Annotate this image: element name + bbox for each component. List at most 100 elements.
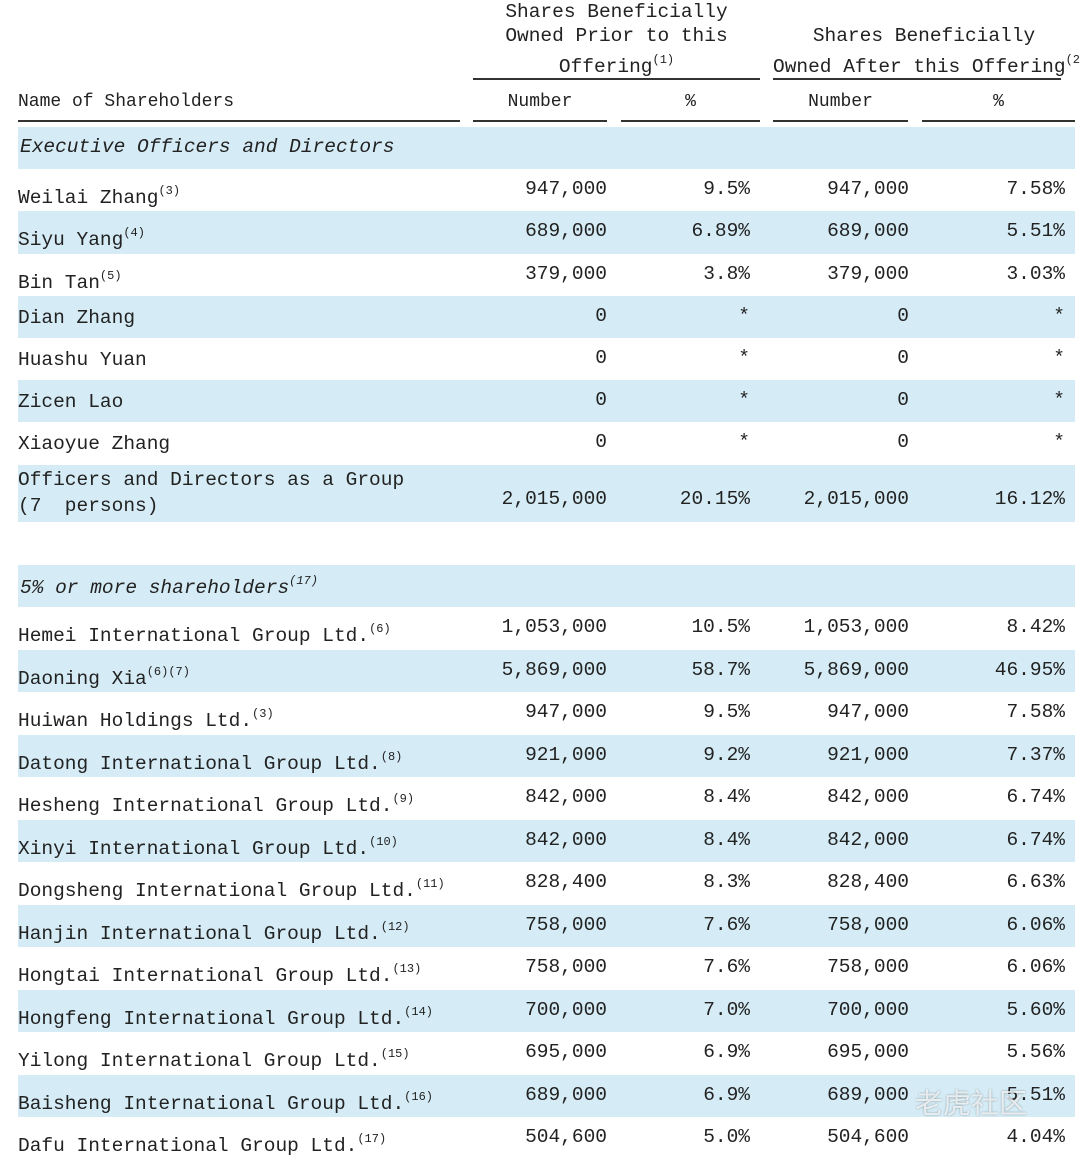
- footnote: (3): [252, 707, 274, 722]
- shareholder-name: Huiwan Holdings Ltd.(3): [18, 701, 274, 734]
- shareholder-name: Daoning Xia(6)(7): [18, 659, 190, 692]
- cell-value: 0: [595, 431, 607, 454]
- section-title: 5% or more shareholders(17): [20, 574, 318, 599]
- cell-value: 695,000: [827, 1041, 909, 1064]
- shareholder-name: Hongfeng International Group Ltd.(14): [18, 999, 433, 1032]
- shareholder-name: Dian Zhang: [18, 305, 135, 331]
- footnote: (6): [369, 622, 391, 637]
- shareholder-name: Zicen Lao: [18, 389, 123, 415]
- table-row: Zicen Lao 0 * 0 *: [18, 380, 1075, 423]
- group-header: Shares Beneficially Owned After this Offe…: [773, 24, 1080, 79]
- table-row: Huashu Yuan 0 * 0 *: [18, 338, 1075, 380]
- table-row: Baisheng International Group Ltd.(16) 689…: [18, 1074, 1075, 1118]
- cell-value: *: [1053, 389, 1065, 412]
- rule: [473, 78, 760, 80]
- header-text: Owned Prior to this: [505, 25, 728, 47]
- footnote: (14): [404, 1004, 433, 1019]
- name-text: Huiwan Holdings Ltd.: [18, 710, 253, 733]
- cell-value: 2,015,000: [501, 487, 607, 510]
- name-text: Hemei International Group Ltd.: [18, 625, 370, 648]
- table-row: Huiwan Holdings Ltd.(3) 947,000 9.5% 947,00…: [18, 692, 1075, 735]
- name-text: Xinyi International Group Ltd.: [18, 837, 370, 860]
- cell-value: 5,869,000: [501, 658, 607, 681]
- footnote: (3): [158, 184, 181, 199]
- cell-value: 947,000: [827, 178, 909, 201]
- name-text: Siyu Yang: [18, 229, 124, 252]
- cell-value: 1,053,000: [803, 616, 909, 639]
- cell-value: 842,000: [525, 828, 607, 851]
- cell-value: 10.5%: [691, 616, 750, 639]
- name-text: Bin Tan: [18, 271, 100, 294]
- footnote: (11): [415, 877, 445, 892]
- cell-value: *: [1053, 431, 1065, 454]
- cell-value: 5.60%: [1006, 998, 1065, 1021]
- cell-value: 5.0%: [703, 1126, 750, 1149]
- cell-value: 504,600: [525, 1126, 607, 1149]
- name-text: Weilai Zhang: [18, 187, 159, 210]
- shareholder-name: Huashu Yuan: [18, 347, 147, 373]
- shareholder-name: Datong International Group Ltd.(8): [18, 744, 402, 777]
- cell-value: 6.74%: [1006, 786, 1065, 809]
- name-text: Officers and Directors as a Group: [18, 468, 405, 491]
- section-text: 5% or more shareholders: [20, 577, 290, 599]
- table-row: Xiaoyue Zhang 0 * 0 *: [18, 422, 1075, 464]
- cell-value: 5.51%: [1006, 1083, 1065, 1106]
- header-line: Shares Beneficially: [773, 24, 1075, 48]
- column-header: %: [993, 92, 1004, 112]
- shareholder-name: Yilong International Group Ltd.(15): [18, 1041, 410, 1074]
- footnote: (17): [357, 1132, 387, 1147]
- header-text: Shares Beneficially: [812, 25, 1036, 47]
- cell-value: 6.63%: [1006, 871, 1065, 894]
- table-row: Hanjin International Group Ltd.(12) 758,0…: [18, 904, 1075, 948]
- name-text: Huashu Yuan: [18, 349, 147, 371]
- shareholder-name: Weilai Zhang(3): [18, 178, 180, 211]
- cell-value: 4.04%: [1006, 1126, 1065, 1149]
- cell-value: 8.42%: [1006, 616, 1065, 639]
- table-row: Weilai Zhang(3) 947,000 9.5% 947,000 7.58%: [18, 169, 1075, 211]
- cell-value: 758,000: [525, 913, 607, 936]
- cell-value: 695,000: [525, 1041, 607, 1064]
- cell-value: 1,053,000: [501, 616, 607, 639]
- name-text: Datong International Group Ltd.: [18, 752, 381, 775]
- rule: [773, 78, 1061, 80]
- cell-value: 0: [595, 347, 607, 369]
- section-row: Executive Officers and Directors: [18, 127, 1075, 170]
- cell-value: 504,600: [827, 1126, 909, 1149]
- cell-value: 0: [897, 304, 909, 327]
- header-line: Owned Prior to this: [473, 24, 760, 48]
- table-row: Dian Zhang 0 * 0 *: [18, 295, 1075, 338]
- header-text: Shares Beneficially: [505, 1, 728, 23]
- cell-value: 7.6%: [703, 913, 750, 936]
- shareholder-name: Xiaoyue Zhang: [18, 431, 170, 457]
- name-text: Hongtai International Group Ltd.: [18, 965, 393, 988]
- name-text: Xiaoyue Zhang: [18, 433, 171, 456]
- shareholder-name: Baisheng International Group Ltd.(16): [18, 1084, 433, 1117]
- cell-value: 6.89%: [691, 220, 750, 243]
- header-text: Offering: [558, 56, 653, 78]
- cell-value: 947,000: [525, 178, 607, 201]
- footnote: (10): [369, 834, 398, 849]
- footnote: (13): [392, 962, 422, 977]
- table-row: Hesheng International Group Ltd.(9) 842,0…: [18, 777, 1075, 820]
- name-text: Daoning Xia: [18, 667, 147, 690]
- name-text: Dafu International Group Ltd.: [18, 1135, 358, 1158]
- cell-value: 842,000: [827, 828, 909, 851]
- cell-value: 6.06%: [1006, 913, 1065, 936]
- group-header: Shares Beneficially Owned Prior to this Of…: [473, 0, 760, 79]
- cell-value: 6.74%: [1006, 828, 1065, 851]
- footnote: (12): [380, 919, 410, 934]
- table-row: Daoning Xia(6)(7) 5,869,000 58.7% 5,869,000…: [18, 649, 1075, 693]
- cell-value: 921,000: [827, 743, 909, 766]
- cell-value: *: [1053, 347, 1065, 369]
- cell-value: 758,000: [827, 956, 909, 979]
- footnote: (8): [380, 749, 403, 764]
- column-header: %: [685, 92, 696, 112]
- footnote: (2): [1065, 53, 1080, 67]
- table-row: Datong International Group Ltd.(8) 921,00…: [18, 734, 1075, 778]
- cell-value: 7.6%: [703, 956, 750, 979]
- cell-value: 379,000: [525, 262, 607, 285]
- cell-value: 828,400: [827, 871, 909, 894]
- table-row: Hongtai International Group Ltd.(13) 758,…: [18, 947, 1075, 990]
- cell-value: 58.7%: [691, 658, 750, 681]
